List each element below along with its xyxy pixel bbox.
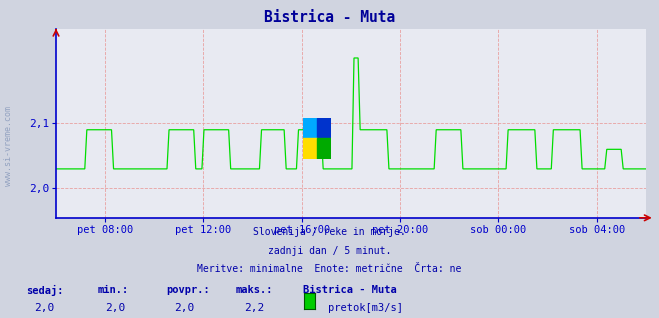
Bar	[303, 138, 317, 159]
Text: pretok[m3/s]: pretok[m3/s]	[328, 303, 403, 313]
Text: Bistrica - Muta: Bistrica - Muta	[264, 10, 395, 24]
Text: 2,0: 2,0	[174, 303, 194, 313]
Text: 2,0: 2,0	[34, 303, 55, 313]
Text: 2,0: 2,0	[105, 303, 126, 313]
Text: Slovenija / reke in morje.: Slovenija / reke in morje.	[253, 227, 406, 237]
Text: sedaj:: sedaj:	[26, 285, 64, 296]
Text: min.:: min.:	[98, 285, 129, 294]
Bar	[303, 118, 317, 138]
Bar	[317, 118, 331, 138]
Text: Bistrica - Muta: Bistrica - Muta	[303, 285, 397, 294]
Bar	[317, 138, 331, 159]
Text: 2,2: 2,2	[244, 303, 264, 313]
Text: zadnji dan / 5 minut.: zadnji dan / 5 minut.	[268, 246, 391, 256]
Text: Meritve: minimalne  Enote: metrične  Črta: ne: Meritve: minimalne Enote: metrične Črta:…	[197, 264, 462, 274]
Text: povpr.:: povpr.:	[166, 285, 210, 294]
Text: www.si-vreme.com: www.si-vreme.com	[4, 106, 13, 186]
Text: maks.:: maks.:	[236, 285, 273, 294]
